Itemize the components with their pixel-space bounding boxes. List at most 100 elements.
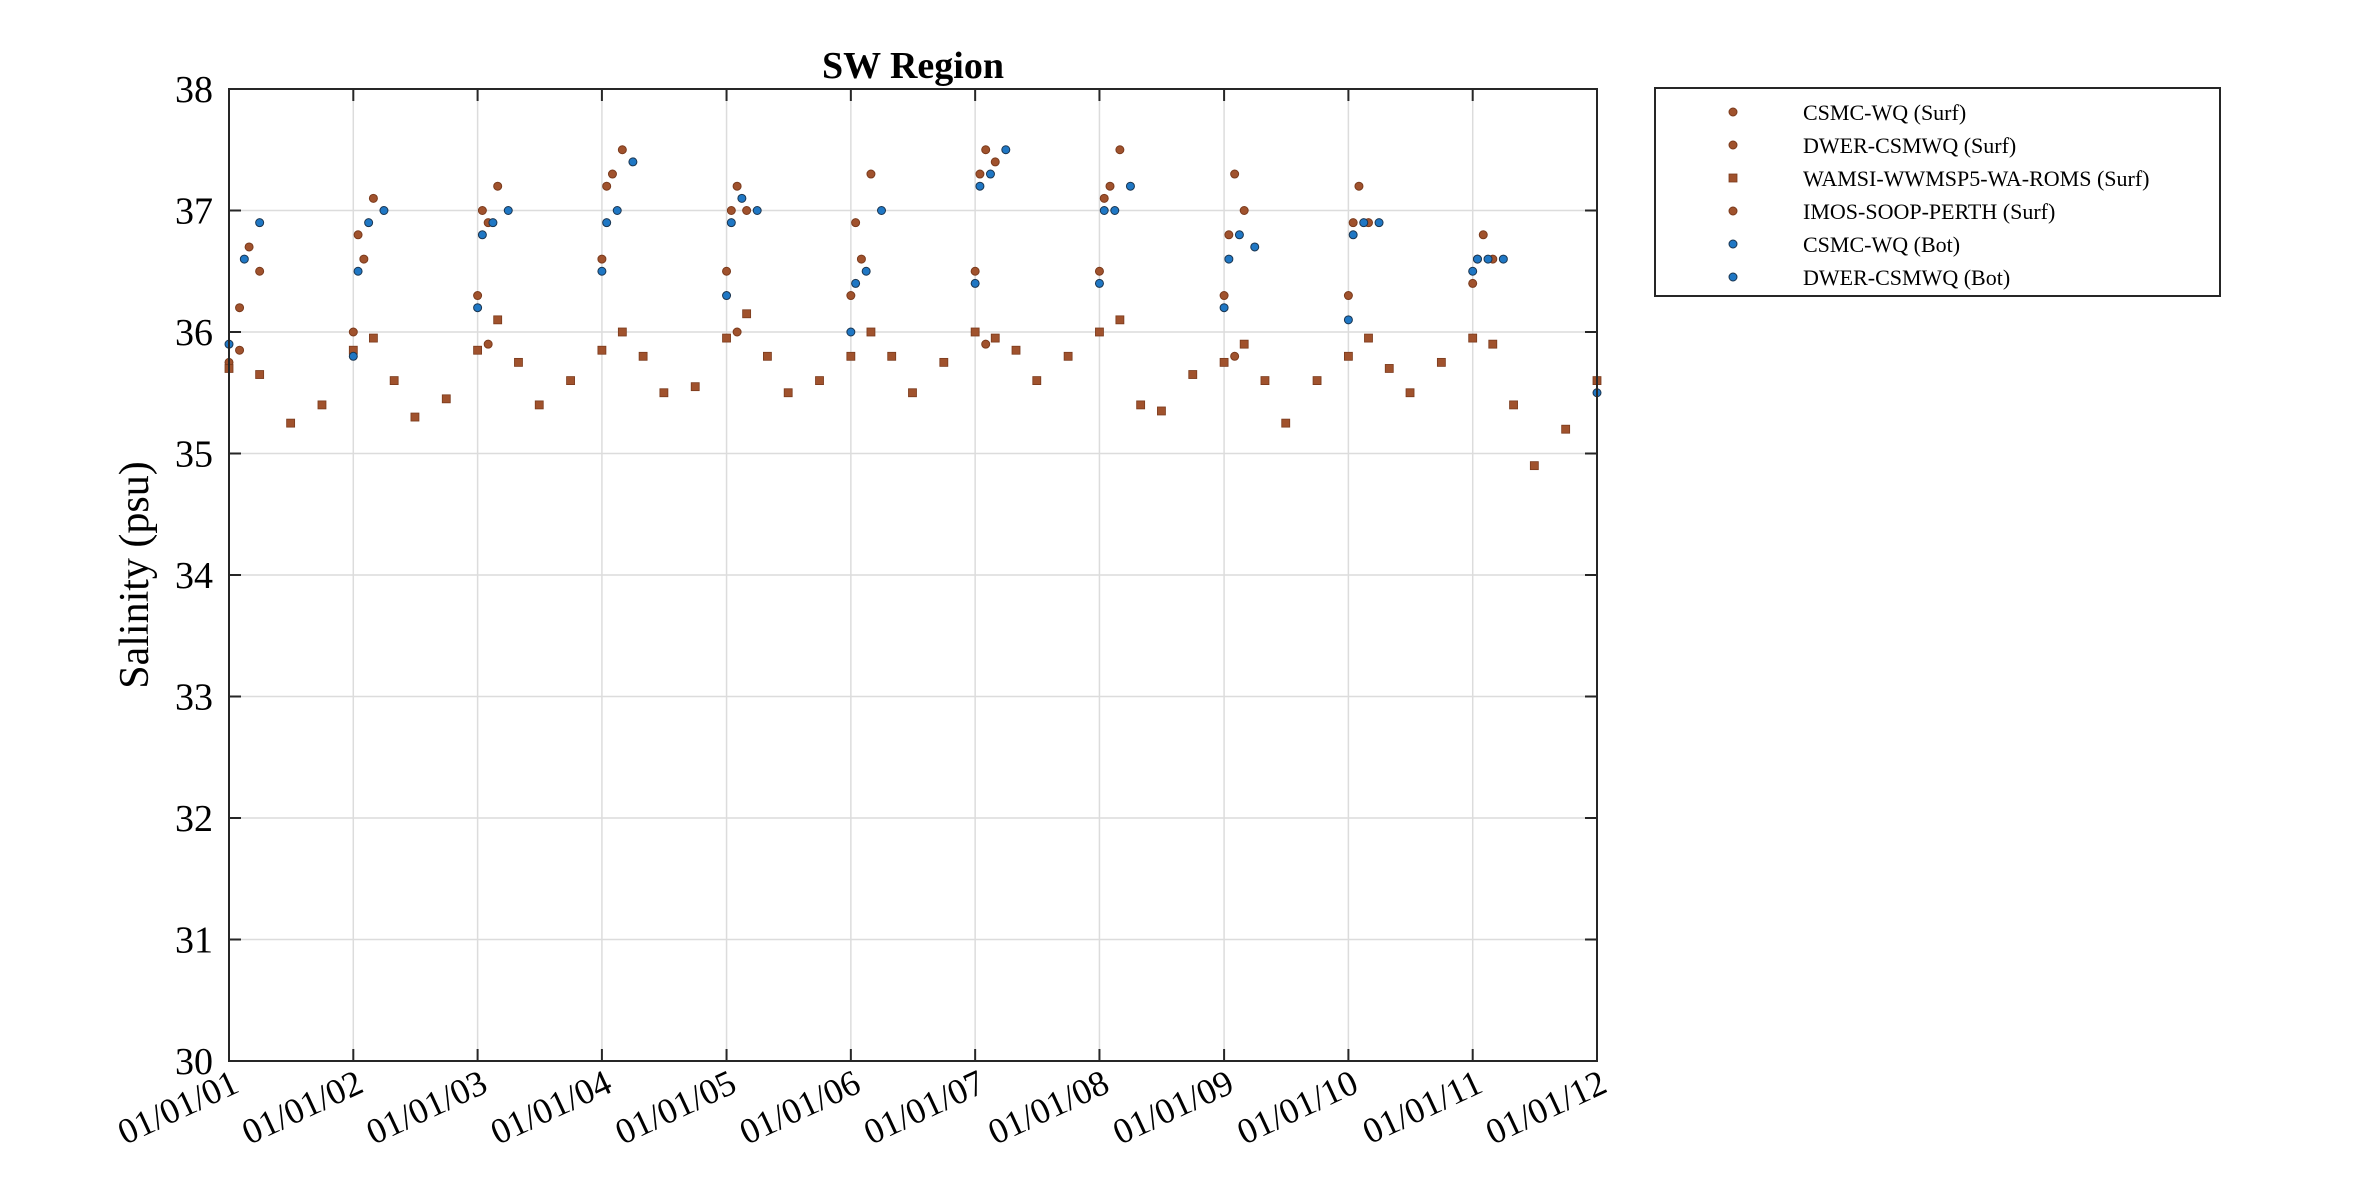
data-point: [1354, 181, 1364, 191]
data-point: [726, 206, 736, 215]
data-point: [1224, 230, 1234, 240]
legend-entry: DWER-CSMWQ (Surf): [1803, 133, 2016, 158]
data-point: [1405, 388, 1415, 398]
data-point: [255, 218, 265, 228]
data-point: [861, 266, 871, 276]
data-point: [1343, 315, 1353, 325]
legend-entry: CSMC-WQ (Bot): [1803, 232, 1960, 257]
data-point: [286, 418, 296, 428]
data-point: [239, 254, 249, 264]
data-point: [1099, 206, 1109, 215]
data-point: [1343, 291, 1353, 301]
data-point: [1230, 169, 1240, 179]
legend-marker: [1728, 206, 1738, 216]
legend-marker: [1728, 173, 1738, 183]
data-point: [1488, 339, 1498, 349]
data-point: [1105, 181, 1115, 191]
series-imos-soop-perth-surf-: [235, 327, 1240, 361]
data-point: [1468, 266, 1478, 276]
data-point: [503, 206, 513, 215]
series-dwer-csmwq-bot-: [353, 181, 1482, 288]
data-point: [1136, 400, 1146, 410]
legend-marker: [1728, 272, 1738, 282]
data-point: [887, 351, 897, 361]
data-point: [1011, 345, 1021, 355]
data-point: [638, 351, 648, 361]
data-point: [602, 218, 612, 228]
data-point: [410, 412, 420, 422]
data-point: [990, 157, 1000, 167]
data-point: [1219, 291, 1229, 301]
data-point: [379, 206, 389, 215]
x-tick-label: 01/01/03: [360, 1062, 493, 1152]
data-point: [722, 333, 731, 343]
data-point: [597, 266, 607, 276]
data-point: [1188, 370, 1198, 379]
series-dwer-csmwq-surf-: [353, 169, 1482, 264]
legend-marker: [1728, 140, 1738, 150]
data-point: [1472, 254, 1482, 264]
data-point: [1099, 193, 1109, 203]
legend-marker: [1728, 107, 1738, 117]
data-point: [1509, 400, 1518, 410]
data-point: [628, 157, 638, 167]
data-point: [597, 254, 607, 264]
data-point: [534, 400, 544, 410]
y-tick-label: 30: [175, 1041, 213, 1083]
y-tick-label: 31: [175, 920, 213, 962]
x-tick-label: 01/01/12: [1479, 1062, 1612, 1152]
data-point: [473, 345, 483, 355]
data-point: [493, 315, 503, 325]
data-point: [597, 345, 607, 355]
data-point: [255, 370, 265, 379]
y-tick-label: 38: [175, 69, 213, 111]
x-tick-label: 01/01/02: [236, 1062, 369, 1152]
legend-entry: DWER-CSMWQ (Bot): [1803, 265, 2010, 290]
data-point: [1281, 418, 1291, 428]
data-point: [866, 169, 876, 179]
data-point: [348, 351, 358, 361]
y-tick-label: 37: [175, 191, 213, 233]
x-tick-label: 01/01/10: [1231, 1062, 1364, 1152]
data-point: [851, 218, 861, 228]
data-point: [722, 291, 732, 301]
data-point: [566, 376, 575, 386]
data-point: [1561, 424, 1571, 434]
data-point: [359, 254, 369, 264]
data-point: [353, 230, 363, 240]
data-point: [235, 303, 245, 313]
data-point: [752, 206, 762, 215]
data-point: [726, 218, 736, 228]
data-point: [617, 327, 627, 337]
data-point: [1095, 327, 1104, 337]
data-point: [742, 206, 752, 215]
data-point: [255, 266, 265, 276]
data-point: [846, 327, 856, 337]
data-point: [990, 333, 1000, 343]
data-point: [1094, 278, 1104, 288]
data-point: [473, 303, 483, 313]
data-point: [1234, 230, 1244, 240]
data-point: [364, 218, 374, 228]
data-point: [353, 266, 363, 276]
data-point: [348, 327, 358, 337]
data-point: [477, 206, 487, 215]
data-point: [607, 169, 617, 179]
chart-title: SW Region: [822, 45, 1004, 87]
x-tick-label: 01/01/04: [484, 1062, 617, 1152]
data-point: [514, 357, 523, 367]
legend: CSMC-WQ (Surf) DWER-CSMWQ (Surf) WAMSI-WWM…: [1654, 87, 2221, 297]
data-point: [1157, 406, 1166, 416]
data-point: [1239, 339, 1249, 349]
data-point: [659, 388, 669, 398]
data-point: [851, 278, 861, 288]
data-point: [368, 193, 378, 203]
series-wamsi-wwmsp5-wa-roms-surf-: [224, 309, 1602, 471]
data-point: [317, 400, 327, 410]
data-point: [389, 376, 399, 386]
data-point: [483, 339, 493, 349]
data-point: [1219, 303, 1229, 313]
data-point: [602, 181, 612, 191]
data-point: [1001, 145, 1011, 155]
x-tick-label: 01/01/09: [1107, 1062, 1240, 1152]
